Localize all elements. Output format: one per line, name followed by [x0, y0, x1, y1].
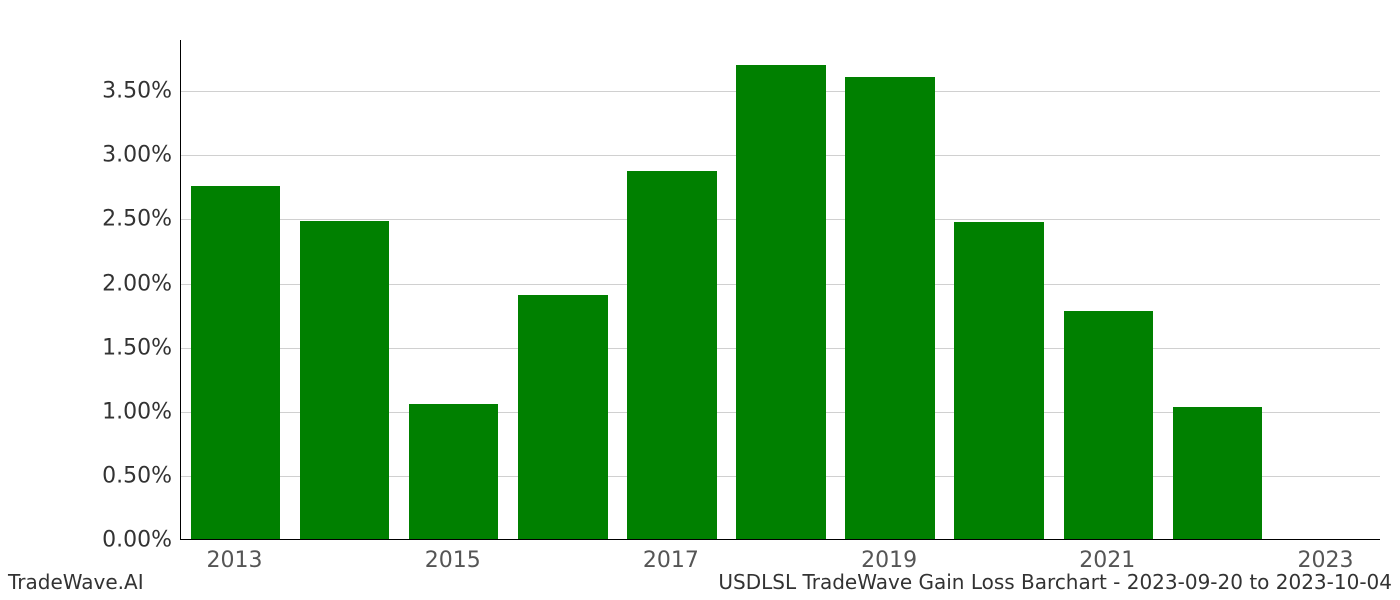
bar [409, 404, 498, 539]
bar [518, 295, 607, 539]
bar [1064, 311, 1153, 539]
footer-left-text: TradeWave.AI [8, 570, 144, 594]
bar [1173, 407, 1262, 539]
bar [627, 171, 716, 539]
ytick-label: 0.50% [102, 463, 172, 488]
ytick-label: 3.50% [102, 79, 172, 104]
ytick-label: 3.00% [102, 143, 172, 168]
ytick-label: 2.50% [102, 207, 172, 232]
bar [845, 77, 934, 539]
plot-area [180, 40, 1380, 540]
ytick-label: 2.00% [102, 271, 172, 296]
footer-right-text: USDLSL TradeWave Gain Loss Barchart - 20… [718, 570, 1392, 594]
bar [191, 186, 280, 539]
xtick-label: 2021 [1079, 548, 1135, 573]
ytick-label: 1.00% [102, 399, 172, 424]
ytick-label: 0.00% [102, 528, 172, 553]
bar [736, 65, 825, 539]
chart-container: TradeWave.AI USDLSL TradeWave Gain Loss … [0, 0, 1400, 600]
xtick-label: 2017 [643, 548, 699, 573]
xtick-label: 2015 [425, 548, 481, 573]
bar [954, 222, 1043, 539]
ytick-label: 1.50% [102, 335, 172, 360]
bar [300, 221, 389, 539]
xtick-label: 2019 [861, 548, 917, 573]
xtick-label: 2013 [207, 548, 263, 573]
xtick-label: 2023 [1297, 548, 1353, 573]
